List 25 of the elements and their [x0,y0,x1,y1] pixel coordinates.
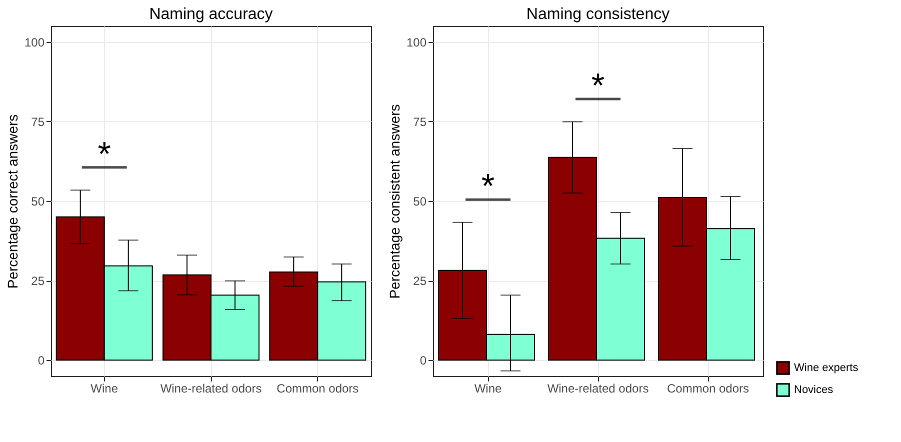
x-tick-label: Common odors [276,382,359,396]
x-tick-label: Common odors [666,382,750,396]
y-tick-label: 100 [406,35,427,50]
annotation: * [98,135,111,174]
y-axis-title: Percentage consistent answers [386,104,402,299]
y-tick-label: 50 [31,194,45,208]
x-tick-label: Wine [474,382,502,396]
x-tick-label: Wine-related odors [160,382,262,396]
y-axis-title: Percentage correct answers [4,114,20,289]
chart-title: Naming accuracy [149,6,273,23]
y-tick-label: 50 [413,194,427,208]
legend-label: Wine experts [794,362,859,374]
x-tick-label: Wine-related odors [547,382,649,396]
y-tick-label: 75 [413,114,427,129]
y-tick-label: 25 [413,274,427,288]
y-tick-label: 25 [31,274,45,288]
chart-title: Naming consistency [526,6,670,23]
legend-label: Novices [794,384,834,396]
x-tick-label: Wine [90,382,118,396]
annotation: * [481,168,495,206]
y-tick-label: 100 [24,35,45,50]
y-tick-label: 75 [31,114,45,129]
y-tick-label: 0 [420,354,427,368]
y-tick-label: 0 [38,354,45,368]
annotation: * [591,67,605,106]
